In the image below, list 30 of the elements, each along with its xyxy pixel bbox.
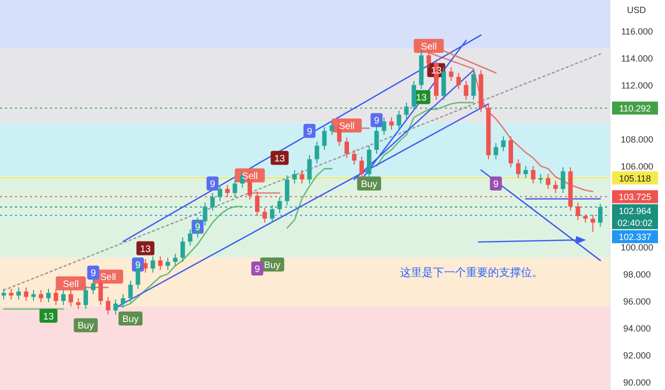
annotation: 9 [135, 260, 141, 271]
y-tick-label: 90.000 [623, 377, 651, 388]
y-tick-label: 114.000 [621, 54, 653, 64]
ref-line-label: 102.964 02:40:02 [617, 206, 653, 228]
ref-line-label: 110.292 [619, 104, 651, 114]
annotation: 13 [416, 92, 427, 104]
annotation: 9 [374, 116, 380, 127]
annotation: 13 [274, 153, 285, 164]
ref-line-label: 103.725 [618, 192, 652, 202]
y-tick-label: 116.000 [621, 26, 653, 37]
ref-line-label: 102.337 [618, 232, 652, 242]
y-axis-title: USD [627, 5, 646, 15]
annotation: 9 [254, 264, 260, 276]
y-tick-label: 112.000 [621, 80, 653, 91]
annotation: 9 [306, 126, 312, 138]
annotation: 9 [194, 222, 200, 234]
y-tick-label: 96.000 [623, 296, 651, 306]
annotation: 13 [43, 311, 54, 322]
annotation: 9 [210, 179, 216, 190]
y-tick-label: 106.000 [620, 161, 654, 172]
annotation: 13 [430, 66, 442, 77]
y-tick-label: 100.000 [620, 242, 654, 252]
annotation: 9 [493, 179, 499, 190]
y-tick-label: 94.000 [623, 323, 651, 334]
ref-line-label: 105.118 [619, 173, 651, 184]
y-tick-label: 98.000 [623, 269, 651, 280]
annotation: 13 [140, 244, 151, 255]
y-tick-label: 92.000 [623, 350, 651, 360]
y-tick-label: 108.000 [620, 134, 654, 144]
annotation: 这里是下一个重要的支撑位。 [400, 266, 543, 279]
